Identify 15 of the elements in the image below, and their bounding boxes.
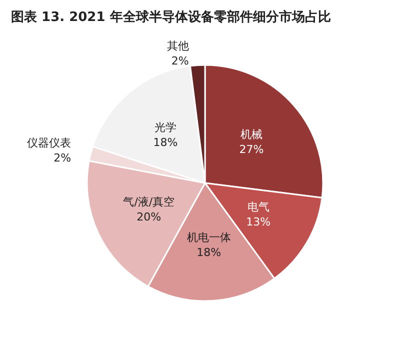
data-label: 18%: [196, 246, 222, 259]
slice-label: 机械: [240, 128, 263, 141]
data-label: 2%: [171, 54, 189, 68]
data-label: 2%: [54, 152, 72, 165]
data-label: 20%: [136, 210, 162, 224]
chart-title: 图表 13. 2021 年全球半导体设备零部件细分市场占比: [11, 9, 331, 25]
slice-label: 气/液/真空: [123, 195, 175, 208]
data-label: 27%: [239, 143, 264, 156]
slice-label: 机电一体: [186, 230, 231, 244]
slice-label: 其他: [166, 39, 189, 52]
slice-label: 仪器仪表: [27, 136, 72, 150]
data-label: 13%: [246, 216, 271, 229]
slice-label: 电气: [247, 200, 270, 214]
slice-label: 光学: [154, 121, 176, 134]
data-label: 18%: [153, 136, 178, 150]
